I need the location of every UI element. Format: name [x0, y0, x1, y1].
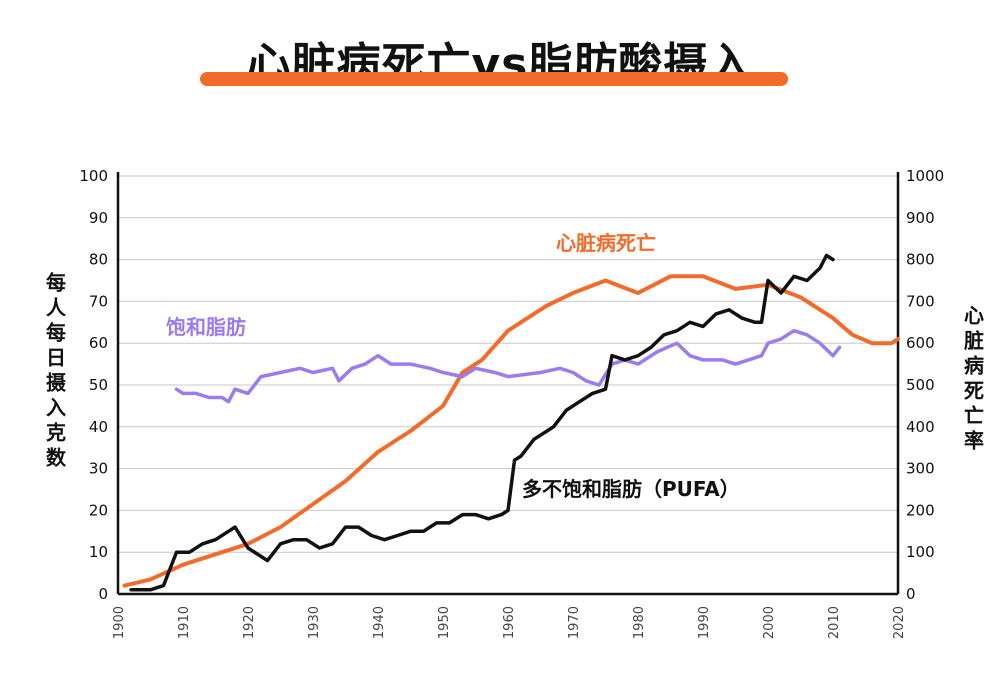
x-tick-label: 1970: [567, 606, 582, 639]
y-right-tick-label: 1000: [906, 167, 944, 185]
y-left-tick-label: 70: [89, 292, 108, 310]
y-left-tick-label: 80: [89, 251, 108, 269]
y-left-tick-label: 50: [89, 376, 108, 394]
y-right-tick-label: 600: [906, 334, 935, 352]
x-tick-label: 1950: [437, 606, 452, 639]
x-tick-label: 1930: [307, 606, 322, 639]
y-left-tick-label: 40: [89, 418, 108, 436]
y-right-tick-label: 400: [906, 418, 935, 436]
axes: 0102030405060708090100010020030040050060…: [79, 167, 944, 639]
title-underline: [200, 72, 788, 86]
y-right-tick-label: 100: [906, 543, 935, 561]
y-right-tick-label: 900: [906, 209, 935, 227]
y-left-tick-label: 10: [89, 543, 108, 561]
y-right-tick-label: 700: [906, 292, 935, 310]
y-left-tick-label: 30: [89, 460, 108, 478]
x-tick-label: 1990: [697, 606, 712, 639]
y-right-tick-label: 300: [906, 460, 935, 478]
y-left-tick-label: 100: [79, 167, 108, 185]
series-line-saturated-fat: [174, 328, 842, 404]
x-tick-label: 1940: [372, 606, 387, 639]
x-tick-label: 1900: [112, 606, 127, 639]
x-tick-label: 1960: [502, 606, 517, 639]
y-left-tick-label: 0: [98, 585, 108, 603]
x-tick-label: 2010: [827, 606, 842, 639]
series-label-heart-disease-death: 心脏病死亡: [556, 231, 656, 255]
series-label-saturated-fat: 饱和脂肪: [166, 315, 246, 339]
series-line-pufa: [129, 253, 835, 592]
y-left-tick-label: 60: [89, 334, 108, 352]
y-right-tick-label: 800: [906, 251, 935, 269]
x-tick-label: 1920: [242, 606, 257, 639]
x-tick-label: 2000: [762, 606, 777, 639]
series-lines: [122, 253, 900, 592]
x-tick-label: 1910: [177, 606, 192, 639]
series-line-heart-disease-death: [122, 274, 900, 588]
y-left-axis-title: 每人每日摄入克数: [46, 271, 67, 470]
y-right-tick-label: 0: [906, 585, 916, 603]
y-right-axis-title: 心脏病死亡率: [964, 304, 984, 453]
x-tick-label: 2020: [892, 606, 907, 639]
y-right-tick-label: 200: [906, 501, 935, 519]
y-left-tick-label: 90: [89, 209, 108, 227]
series-label-pufa: 多不饱和脂肪（PUFA）: [522, 477, 740, 501]
y-right-tick-label: 500: [906, 376, 935, 394]
x-tick-label: 1980: [632, 606, 647, 639]
y-left-tick-label: 20: [89, 501, 108, 519]
grid: [118, 175, 898, 595]
